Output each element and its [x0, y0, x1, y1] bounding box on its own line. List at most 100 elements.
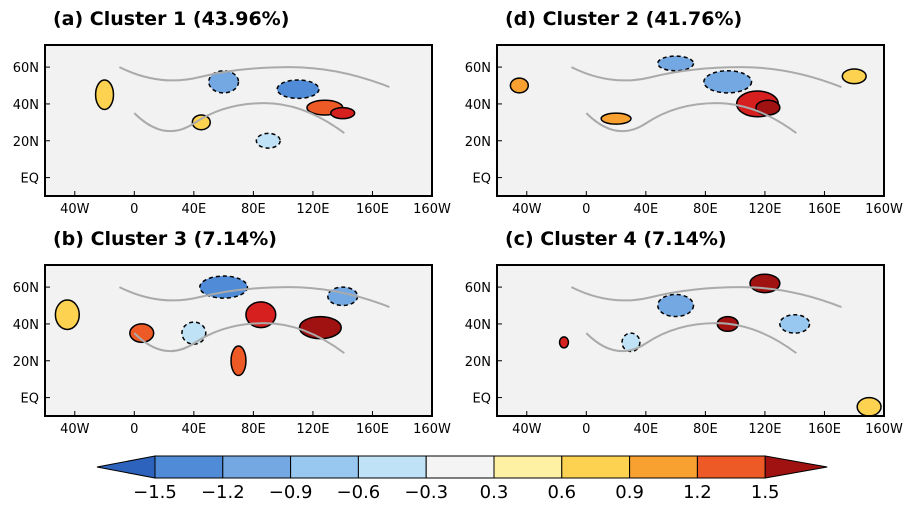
anomaly-area: [245, 301, 277, 329]
y-tick-label: EQ: [21, 392, 39, 407]
anomaly-area: [230, 345, 247, 377]
map-frame: [44, 44, 433, 197]
x-tick-label: 160E: [356, 422, 389, 437]
x-tick-label: 160W: [865, 202, 903, 217]
x-tick-label: 40W: [512, 202, 542, 217]
x-tick-label: 0: [130, 202, 138, 217]
x-tick-label: 40E: [181, 202, 206, 217]
y-tick-label: 40N: [13, 318, 39, 333]
x-tick-label: 160E: [356, 202, 389, 217]
coastline: [570, 66, 842, 134]
anomaly-area: [621, 332, 641, 353]
x-tick-label: 40E: [181, 422, 206, 437]
x-tick-label: 160W: [413, 422, 451, 437]
coastline: [118, 286, 390, 354]
colorbar-label: 1.5: [751, 482, 780, 503]
x-tick-label: 120E: [748, 202, 781, 217]
x-tick-label: 120E: [296, 422, 329, 437]
anomaly-area: [54, 299, 80, 331]
anomaly-area: [703, 70, 753, 94]
colorbar-box: [493, 455, 563, 479]
colorbar-label: −0.9: [269, 482, 313, 503]
x-tick-label: 40E: [633, 202, 658, 217]
x-tick-label: 40W: [60, 202, 90, 217]
y-tick-label: EQ: [21, 172, 39, 187]
y-tick-label: EQ: [473, 392, 491, 407]
colorbar-box: [154, 455, 224, 479]
anomaly-area: [656, 293, 695, 318]
anomaly-area: [656, 55, 695, 72]
x-tick-label: 0: [130, 422, 138, 437]
x-tick-label: 160E: [808, 202, 841, 217]
colorbar-label: 0.9: [615, 482, 644, 503]
anomaly-area: [255, 132, 281, 149]
colorbar-box: [425, 455, 495, 479]
x-tick-label: 80E: [693, 422, 718, 437]
panel-title: (a) Cluster 1 (43.96%): [53, 8, 289, 30]
colorbar-label: 0.3: [480, 482, 509, 503]
panel-title: (b) Cluster 3 (7.14%): [53, 228, 277, 250]
x-tick-label: 40E: [633, 422, 658, 437]
y-tick-label: 60N: [13, 281, 39, 296]
colorbar-label: −0.6: [337, 482, 381, 503]
colorbar-box: [696, 455, 766, 479]
anomaly-area: [779, 313, 811, 334]
colorbar-high: [764, 455, 828, 479]
y-tick-label: 40N: [465, 98, 491, 113]
anomaly-area: [509, 77, 530, 94]
colorbar-low: [96, 455, 156, 479]
y-tick-label: 20N: [465, 135, 491, 150]
colorbar-label: −1.5: [133, 482, 177, 503]
colorbar-label: −0.3: [404, 482, 448, 503]
x-tick-label: 40W: [60, 422, 90, 437]
anomaly-area: [558, 336, 570, 349]
colorbar-box: [290, 455, 359, 479]
anomaly-area: [191, 114, 211, 131]
x-tick-label: 80E: [241, 202, 266, 217]
anomaly-area: [199, 275, 249, 299]
colorbar-label: 1.2: [683, 482, 712, 503]
y-tick-label: 60N: [13, 61, 39, 76]
anomaly-area: [129, 323, 155, 344]
map-frame: [44, 264, 433, 417]
map-field: [509, 55, 867, 134]
panel-title: (c) Cluster 4 (7.14%): [505, 228, 727, 250]
panel-title: (d) Cluster 2 (41.76%): [505, 8, 742, 30]
map-field: [558, 273, 882, 416]
x-tick-label: 80E: [241, 422, 266, 437]
y-tick-label: EQ: [473, 172, 491, 187]
colorbar-box: [357, 455, 427, 479]
map-field: [54, 275, 390, 377]
map-frame: [496, 44, 885, 197]
anomaly-area: [856, 396, 882, 416]
x-tick-label: 40W: [512, 422, 542, 437]
x-tick-label: 120E: [748, 422, 781, 437]
colorbar-label: 0.6: [547, 482, 576, 503]
anomaly-area: [276, 79, 320, 100]
coastline: [118, 66, 390, 134]
x-tick-label: 0: [582, 422, 590, 437]
anomaly-area: [181, 321, 207, 345]
anomaly-area: [94, 79, 115, 111]
x-tick-label: 160W: [865, 422, 903, 437]
y-tick-label: 20N: [13, 355, 39, 370]
y-tick-label: 40N: [13, 98, 39, 113]
anomaly-area: [600, 112, 632, 125]
map-field: [94, 66, 390, 149]
x-tick-label: 120E: [296, 202, 329, 217]
y-tick-label: 60N: [465, 281, 491, 296]
colorbar-box: [222, 455, 292, 479]
map-background: [497, 45, 884, 196]
anomaly-area: [298, 315, 342, 340]
map-frame: [496, 264, 885, 417]
y-tick-label: 20N: [13, 135, 39, 150]
x-tick-label: 0: [582, 202, 590, 217]
colorbar-box: [629, 455, 698, 479]
y-tick-label: 60N: [465, 61, 491, 76]
x-tick-label: 160E: [808, 422, 841, 437]
colorbar-box: [561, 455, 631, 479]
x-tick-label: 160W: [413, 202, 451, 217]
y-tick-label: 20N: [465, 355, 491, 370]
colorbar-label: −1.2: [201, 482, 245, 503]
